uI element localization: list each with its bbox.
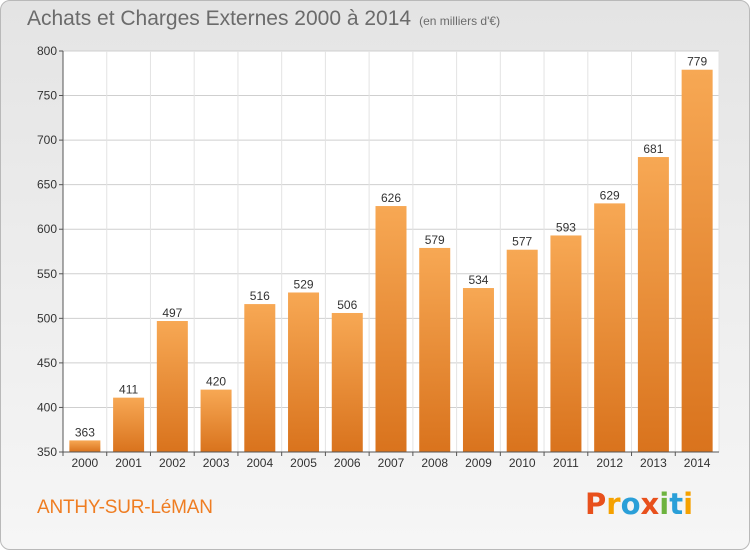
bar-2010[interactable] — [506, 249, 538, 452]
x-tick-label: 2009 — [465, 456, 492, 470]
bar-2005[interactable] — [288, 292, 320, 452]
y-tick-label: 550 — [37, 267, 57, 281]
bar-2013[interactable] — [637, 157, 669, 452]
bar-2006[interactable] — [331, 312, 363, 452]
proxiti-logo[interactable]: Proxiti — [585, 487, 693, 521]
data-label-2013: 681 — [643, 142, 663, 156]
bar-2003[interactable] — [200, 389, 232, 452]
bar-2004[interactable] — [244, 304, 276, 452]
bar-2000[interactable] — [69, 440, 101, 452]
data-label-2001: 411 — [119, 383, 138, 397]
y-tick-label: 750 — [37, 89, 57, 103]
y-tick-label: 800 — [37, 44, 57, 58]
x-tick-label: 2012 — [596, 456, 623, 470]
label-layer: 363 411 497 420 516 529 506 626 579 534 577 593 629 6… — [75, 55, 708, 440]
logo-letter: t — [669, 487, 684, 521]
y-tick-label: 650 — [37, 178, 57, 192]
data-label-2009: 534 — [468, 273, 488, 287]
bar-2014[interactable] — [681, 69, 713, 453]
x-tick-label: 2002 — [159, 456, 186, 470]
data-label-2003: 420 — [206, 375, 226, 389]
y-tick-label: 450 — [37, 356, 57, 370]
data-label-2007: 626 — [381, 191, 401, 205]
y-tick-label: 600 — [37, 222, 57, 236]
bar-2007[interactable] — [375, 206, 407, 452]
x-tick-label: 2014 — [684, 456, 711, 470]
data-label-2011: 593 — [556, 220, 576, 234]
commune-name: ANTHY-SUR-LéMAN — [37, 497, 213, 518]
bar-layer — [69, 69, 713, 453]
x-tick-label: 2003 — [203, 456, 230, 470]
x-tick-label: 2007 — [378, 456, 405, 470]
x-tick-label: 2013 — [640, 456, 667, 470]
chart-unit: (en milliers d'€) — [419, 14, 501, 28]
bar-2008[interactable] — [419, 247, 451, 452]
x-tick-label: 2001 — [115, 456, 142, 470]
x-tick-label: 2000 — [72, 456, 99, 470]
data-label-2000: 363 — [75, 425, 95, 439]
y-tick-label: 350 — [37, 445, 57, 459]
logo-letter: r — [606, 487, 621, 521]
logo-letter: x — [640, 487, 660, 521]
x-tick-label: 2005 — [290, 456, 317, 470]
x-tick-label: 2004 — [246, 456, 273, 470]
chart-title-text: Achats et Charges Externes 2000 à 2014 — [27, 7, 412, 30]
data-label-2012: 629 — [600, 188, 620, 202]
x-tick-label: 2010 — [509, 456, 536, 470]
bar-2001[interactable] — [113, 397, 145, 452]
bar-2011[interactable] — [550, 235, 582, 452]
x-tick-label: 2006 — [334, 456, 361, 470]
data-label-2002: 497 — [162, 306, 182, 320]
logo-letter: o — [620, 487, 641, 521]
bar-2002[interactable] — [156, 321, 188, 452]
bar-2012[interactable] — [594, 203, 626, 452]
data-label-2005: 529 — [294, 277, 314, 291]
y-tick-label: 400 — [37, 400, 57, 414]
x-tick-label: 2011 — [553, 456, 579, 470]
chart-title: Achats et Charges Externes 2000 à 2014 (e… — [27, 7, 500, 31]
logo-letter: i — [683, 487, 694, 521]
data-label-2008: 579 — [425, 233, 445, 247]
logo-letter: P — [585, 487, 607, 521]
bar-2009[interactable] — [462, 288, 494, 452]
logo-letter: i — [659, 487, 670, 521]
data-label-2006: 506 — [337, 298, 357, 312]
data-label-2004: 516 — [250, 289, 270, 303]
data-label-2010: 577 — [512, 235, 532, 249]
x-tick-label: 2008 — [421, 456, 448, 470]
data-label-2014: 779 — [687, 55, 707, 69]
axis-layer: 350 400 450 500 550 600 650 700 750 800 2000 2001 20… — [37, 44, 719, 470]
y-tick-label: 500 — [37, 311, 57, 325]
y-tick-label: 700 — [37, 133, 57, 147]
